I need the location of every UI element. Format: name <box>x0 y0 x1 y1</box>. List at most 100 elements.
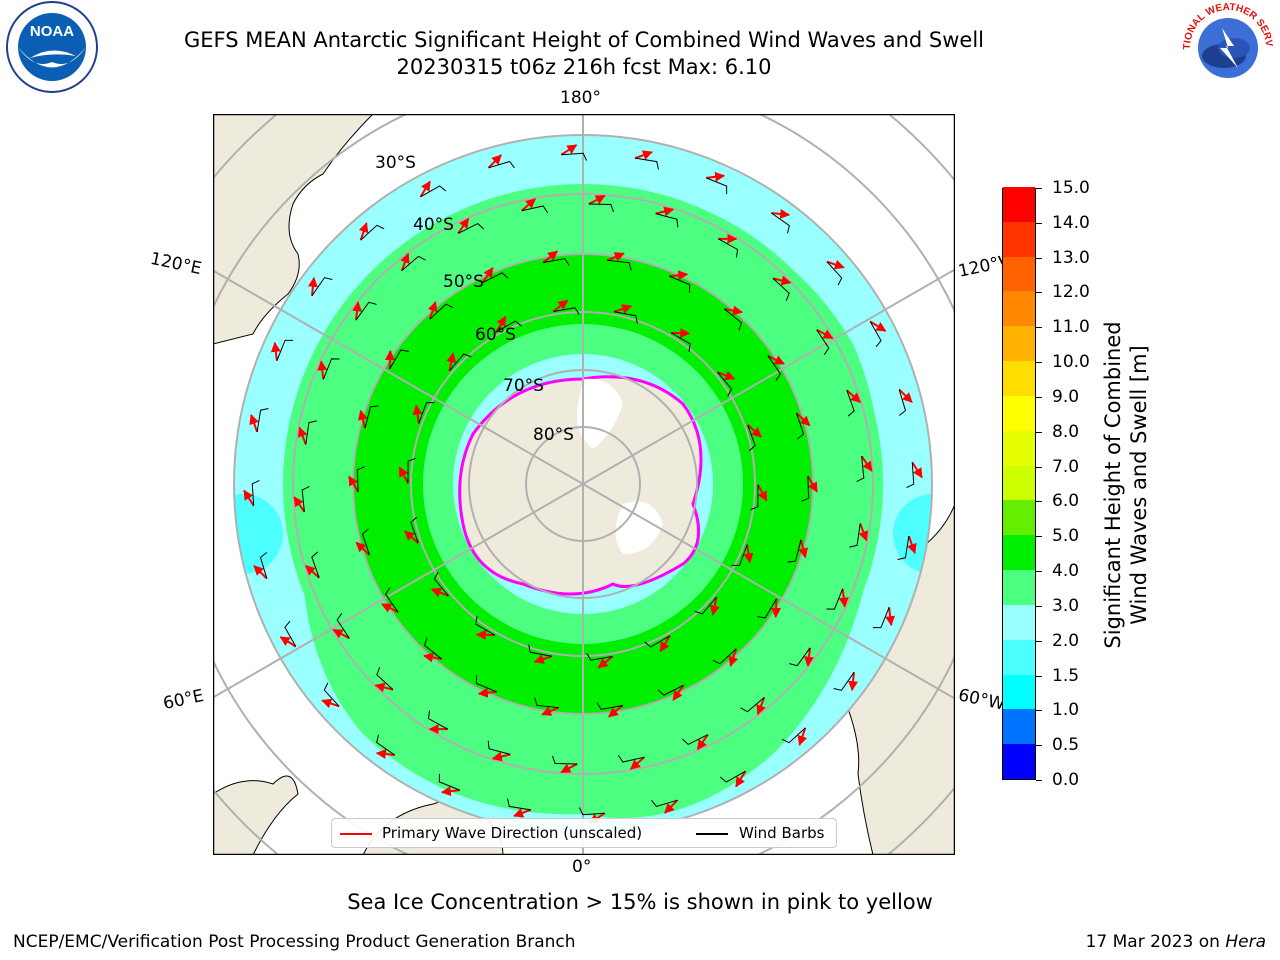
wave-arrow <box>898 388 913 403</box>
wind-barb <box>361 528 370 556</box>
wind-barb <box>787 539 802 563</box>
noaa-logo-icon: NOAA <box>6 1 98 93</box>
colorbar-tick <box>1036 780 1042 781</box>
wind-barb <box>897 535 910 560</box>
wind-barb <box>796 412 805 440</box>
wind-barb <box>669 275 691 293</box>
colorbar-tick-label: 3.0 <box>1052 595 1080 616</box>
wave-arrow <box>671 328 691 339</box>
wind-barb <box>771 212 790 234</box>
wave-arrow <box>398 466 409 484</box>
noaa-logo-text: NOAA <box>30 23 74 40</box>
wind-barb <box>614 311 638 324</box>
colorbar-tick <box>1036 536 1042 538</box>
wave-arrow <box>597 655 614 669</box>
lon-label-60e: 60°E <box>161 685 206 715</box>
wave-arrow <box>560 144 578 156</box>
wind-barb <box>276 339 294 361</box>
wind-barb <box>433 571 449 597</box>
wave-arrow <box>747 424 762 438</box>
wind-barb <box>856 456 865 483</box>
colorbar-segment <box>1003 430 1035 466</box>
wave-arrow <box>869 320 887 332</box>
wind-barb <box>816 329 830 355</box>
wind-barb <box>301 485 310 512</box>
wave-arrow <box>659 635 671 653</box>
colorbar-tick <box>1036 222 1042 224</box>
nws-logo-icon: NATIONAL WEATHER SERVICE <box>1176 0 1274 92</box>
lon-label-180: 180° <box>560 88 601 108</box>
wave-arrow <box>669 270 689 281</box>
wind-barb <box>438 773 460 791</box>
wave-arrow <box>305 565 320 579</box>
wind-barb <box>724 308 743 331</box>
wave-arrow <box>613 304 633 314</box>
colorbar-tick <box>1036 431 1042 433</box>
lat-label-80s: 80°S <box>533 425 574 445</box>
wind-barb <box>336 613 350 639</box>
colorbar-segment <box>1003 708 1035 745</box>
colorbar-tick <box>1036 640 1042 642</box>
wind-barb <box>364 405 379 429</box>
wave-arrow <box>655 206 675 217</box>
wave-arrow <box>279 636 297 648</box>
wave-arrow <box>270 341 281 361</box>
wave-arrow <box>797 727 808 746</box>
wind-barb <box>551 755 578 765</box>
wave-arrow <box>404 530 419 544</box>
colorbar-tick <box>1036 675 1042 677</box>
wind-barb <box>457 222 485 234</box>
chart-title: GEFS MEAN Antarctic Significant Height o… <box>183 28 985 52</box>
wind-barb <box>376 734 395 756</box>
wind-barb <box>427 710 448 730</box>
wind-barb <box>475 616 496 636</box>
wind-barb <box>355 301 377 321</box>
wind-barb <box>833 672 855 691</box>
wave-arrow <box>477 687 497 698</box>
footer-credit: NCEP/EMC/Verification Post Processing Pr… <box>13 932 576 952</box>
wave-arrow <box>728 648 739 667</box>
colorbar <box>1002 186 1036 780</box>
wave-arrow <box>422 652 442 663</box>
colorbar-label-line1: Significant Height of Combined <box>1101 321 1125 649</box>
wind-barb <box>543 258 570 266</box>
colorbar-tick <box>1036 501 1042 503</box>
wind-barb <box>655 213 679 228</box>
wind-barb <box>750 484 759 511</box>
wind-barb <box>507 798 532 811</box>
wind-barb <box>410 516 419 544</box>
colorbar-tick-label: 5.0 <box>1052 526 1080 547</box>
lat-label-30s: 30°S <box>375 153 416 173</box>
wave-arrow <box>672 684 685 701</box>
colorbar-tick-label: 1.5 <box>1052 665 1080 686</box>
wind-barb <box>475 675 497 693</box>
wind-barb <box>534 697 559 709</box>
wave-arrow <box>826 259 845 270</box>
wind-barb <box>747 424 756 452</box>
wind-barb <box>488 160 515 169</box>
colorbar-segment <box>1003 674 1035 710</box>
wave-arrow <box>533 654 553 664</box>
wind-barb <box>712 648 737 665</box>
wind-barb <box>305 420 317 445</box>
wind-barb <box>449 353 472 372</box>
colorbar-label: Significant Height of Combined Wind Wave… <box>1100 321 1152 648</box>
wave-arrow <box>757 484 768 502</box>
colorbar-tick <box>1036 571 1042 573</box>
wind-barb <box>898 389 907 416</box>
wind-barb <box>360 224 385 241</box>
wind-barb <box>284 620 297 647</box>
wave-arrow <box>249 414 259 433</box>
wave-arrow <box>381 603 399 614</box>
wind-barb <box>389 349 409 370</box>
wave-arrow <box>317 360 328 380</box>
wind-barb <box>596 702 623 710</box>
wave-arrow <box>358 222 369 241</box>
colorbar-segment <box>1003 395 1035 431</box>
wave-arrow <box>357 409 368 429</box>
wave-arrow <box>293 496 306 513</box>
lat-label-40s: 40°S <box>413 215 454 235</box>
colorbar-tick <box>1036 362 1042 364</box>
wind-barb <box>487 740 511 755</box>
wave-arrow <box>907 535 917 554</box>
